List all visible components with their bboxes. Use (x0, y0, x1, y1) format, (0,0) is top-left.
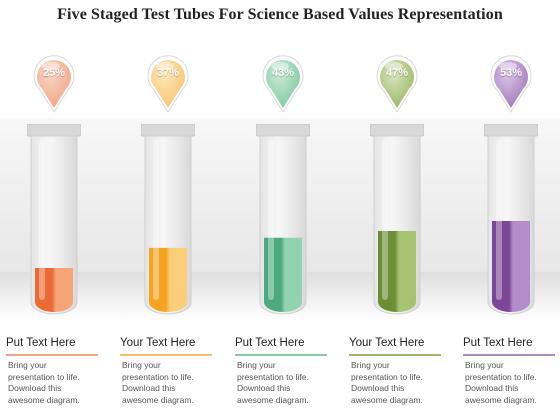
map-pin-icon: 25% (29, 52, 79, 114)
stage-divider (463, 354, 555, 356)
stage-description: Bring your presentation to life. Downloa… (465, 360, 537, 405)
map-pin-icon: 53% (486, 52, 536, 114)
stage-4: 47% Your Text Here Bring your presentation… (343, 0, 457, 420)
map-pin-icon: 47% (372, 52, 422, 114)
stage-heading: Put Text Here (235, 337, 305, 349)
tube-liquid (35, 268, 73, 312)
map-pin-icon: 43% (258, 52, 308, 114)
slide-title: Five Staged Test Tubes For Science Based… (57, 6, 503, 23)
test-tube (141, 124, 195, 316)
stage-5: 53% Put Text Here Bring your presentation … (457, 0, 560, 420)
stage-heading: Your Text Here (120, 337, 196, 349)
stage-heading: Put Text Here (463, 337, 533, 349)
stage-2: 37% Your Text Here Bring your presentation… (114, 0, 228, 420)
percent-label: 43% (271, 67, 295, 79)
stage-divider (235, 354, 327, 356)
tube-liquid (492, 220, 530, 312)
stage-heading: Your Text Here (349, 337, 425, 349)
stage-description: Bring your presentation to life. Downloa… (351, 360, 423, 405)
test-tube (370, 124, 424, 316)
percent-label: 37% (156, 67, 180, 79)
stage-heading: Put Text Here (6, 337, 76, 349)
test-tube (484, 124, 538, 316)
stage-divider (349, 354, 441, 356)
percent-label: 47% (385, 67, 409, 79)
stage-divider (6, 354, 98, 356)
stage-description: Bring your presentation to life. Downloa… (237, 360, 309, 405)
map-pin-icon: 37% (143, 52, 193, 114)
test-tube (27, 124, 81, 316)
tube-liquid (264, 237, 302, 312)
percent-label: 53% (499, 67, 523, 79)
stage-1: 25% Put Text Here Bring your presentation … (0, 0, 114, 420)
stage-description: Bring your presentation to life. Downloa… (8, 360, 80, 405)
stage-description: Bring your presentation to life. Downloa… (122, 360, 194, 405)
tube-liquid (149, 247, 187, 312)
stage-divider (120, 354, 212, 356)
stage-3: 43% Put Text Here Bring your presentation … (229, 0, 343, 420)
test-tube (256, 124, 310, 316)
percent-label: 25% (42, 67, 66, 79)
tube-liquid (378, 231, 416, 312)
